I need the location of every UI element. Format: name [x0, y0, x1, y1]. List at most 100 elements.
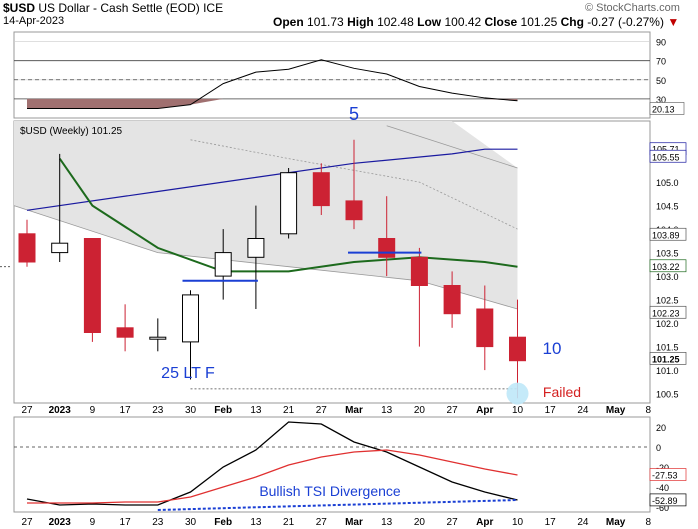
chart-symbol: $USD US Dollar - Cash Settle (EOD) ICE	[3, 1, 224, 15]
failed-label: Failed	[543, 384, 581, 400]
price-x-tick-label: 10	[512, 405, 524, 416]
price-axis-label: 101.0	[656, 366, 679, 376]
tsi-x-tick-label: 13	[250, 517, 262, 528]
tsi-frame	[13, 416, 651, 513]
failed-highlight-circle	[506, 382, 529, 405]
candle-down	[476, 308, 494, 348]
price-axis-label: 100.5	[656, 390, 679, 400]
candle-up	[214, 252, 232, 277]
rsi-value-text: 20.13	[652, 104, 675, 114]
price-x-tick-label: 17	[120, 405, 132, 416]
rsi-value-tag	[649, 102, 685, 115]
candle-down	[443, 285, 461, 315]
candle-up	[51, 242, 69, 254]
tsi-divergence-label: Bullish TSI Divergence	[259, 483, 401, 499]
price-x-tick-label: 24	[577, 405, 589, 416]
tsi-axis-label: 20	[656, 423, 666, 433]
tsi-x-tick-label: 27	[447, 517, 459, 528]
price-legend: $USD (Weekly) 101.25	[20, 126, 123, 137]
tsi-x-tick-label: 24	[577, 517, 589, 528]
tsi-value-text: -52.89	[652, 496, 678, 506]
price-x-tick-label: May	[606, 405, 626, 416]
candle-down	[116, 327, 134, 338]
tsi-x-tick-label: 2023	[49, 517, 72, 528]
chart-date: 14-Apr-2023	[3, 15, 65, 27]
copyright: © StockCharts.com	[585, 2, 680, 14]
tsi-x-tick-label: Apr	[476, 517, 493, 528]
tsi-x-tick-label: 23	[152, 517, 164, 528]
wave-10-label: 10	[543, 339, 562, 358]
tsi-x-tick-label: 20	[414, 517, 426, 528]
price-x-tick-label: 30	[185, 405, 197, 416]
price-value-text: 103.89	[652, 230, 680, 240]
tsi-value-tag	[649, 468, 687, 481]
price-value-tag	[649, 227, 687, 241]
rsi-axis-label: 30	[656, 95, 666, 105]
bollinger-band-fill	[14, 121, 518, 309]
price-x-tick-label: 27	[21, 405, 33, 416]
tsi-panel: 20 0 -20 -40 -60 Bullish TSI Divergence -27.53…	[14, 421, 687, 528]
price-axis-label: 102.0	[656, 319, 679, 329]
price-x-tick-label: Mar	[345, 405, 363, 416]
price-x-tick-label: Apr	[476, 405, 493, 416]
candle-up	[149, 336, 167, 340]
rsi-oversold-fill	[27, 98, 518, 109]
tsi-axis-label: 0	[656, 443, 661, 453]
tsi-value-text: -27.53	[652, 471, 678, 481]
price-value-text: 105.71	[652, 145, 680, 155]
tsi-axis-label: -60	[656, 503, 669, 513]
price-value-text: 105.55	[652, 152, 680, 162]
tsi-x-tick-label: Mar	[345, 517, 363, 528]
candle-up	[280, 172, 298, 235]
price-x-tick-label: Feb	[214, 405, 232, 416]
candle-down	[312, 172, 330, 207]
tsi-x-tick-label: 27	[21, 517, 33, 528]
tsi-x-tick-label: 21	[283, 517, 295, 528]
lt-label: 25 LT F	[161, 365, 215, 382]
price-value-text: 103.22	[652, 262, 680, 272]
tsi-x-tick-label: Feb	[214, 517, 232, 528]
price-value-tag	[649, 149, 687, 163]
candle-down	[410, 256, 428, 286]
tsi-x-tick-label: 17	[545, 517, 557, 528]
price-value-tag	[649, 305, 687, 319]
price-x-tick-label: 8	[646, 405, 652, 416]
price-x-tick-label: 23	[152, 405, 164, 416]
candle-down	[83, 238, 101, 333]
price-axis-label: 101.5	[656, 343, 679, 353]
price-axis-label: 105.0	[656, 178, 679, 188]
price-x-tick-label: 13	[250, 405, 262, 416]
price-x-tick-label: 9	[90, 405, 96, 416]
candle-up	[247, 238, 265, 258]
tsi-axis-label: -40	[656, 483, 669, 493]
price-x-tick-label: 13	[381, 405, 393, 416]
band-middle-line	[190, 139, 518, 230]
candle-down	[509, 336, 526, 362]
candle-down	[345, 200, 363, 221]
ohlc-summary: Open 101.73 High 102.48 Low 100.42 Close…	[273, 15, 680, 29]
candle-down	[378, 238, 396, 258]
tsi-x-tick-label: 8	[646, 517, 652, 528]
price-axis-label: 104.5	[656, 202, 679, 212]
price-x-tick-label: 27	[316, 405, 328, 416]
tsi-value-tag	[649, 493, 687, 507]
band-upper-line	[386, 125, 518, 169]
rsi-axis-label: 90	[656, 38, 666, 48]
rsi-axis-label: 70	[656, 57, 666, 67]
tsi-x-tick-label: 9	[90, 517, 96, 528]
price-x-tick-label: 27	[447, 405, 459, 416]
price-value-tag	[649, 352, 687, 365]
price-value-tag	[649, 259, 687, 273]
wave-5-label: 5	[349, 104, 359, 124]
price-value-text: 102.23	[652, 308, 680, 318]
price-panel: 105.5105.0104.5104.0103.5103.0102.5102.0…	[0, 104, 687, 416]
tsi-x-tick-label: May	[606, 517, 626, 528]
tsi-x-tick-label: 10	[512, 517, 524, 528]
tsi-x-tick-label: 17	[120, 517, 132, 528]
price-x-tick-label: 20	[414, 405, 426, 416]
candle-down	[18, 233, 36, 263]
rsi-axis-label: 50	[656, 76, 666, 86]
tsi-series-tsi	[26, 421, 518, 506]
